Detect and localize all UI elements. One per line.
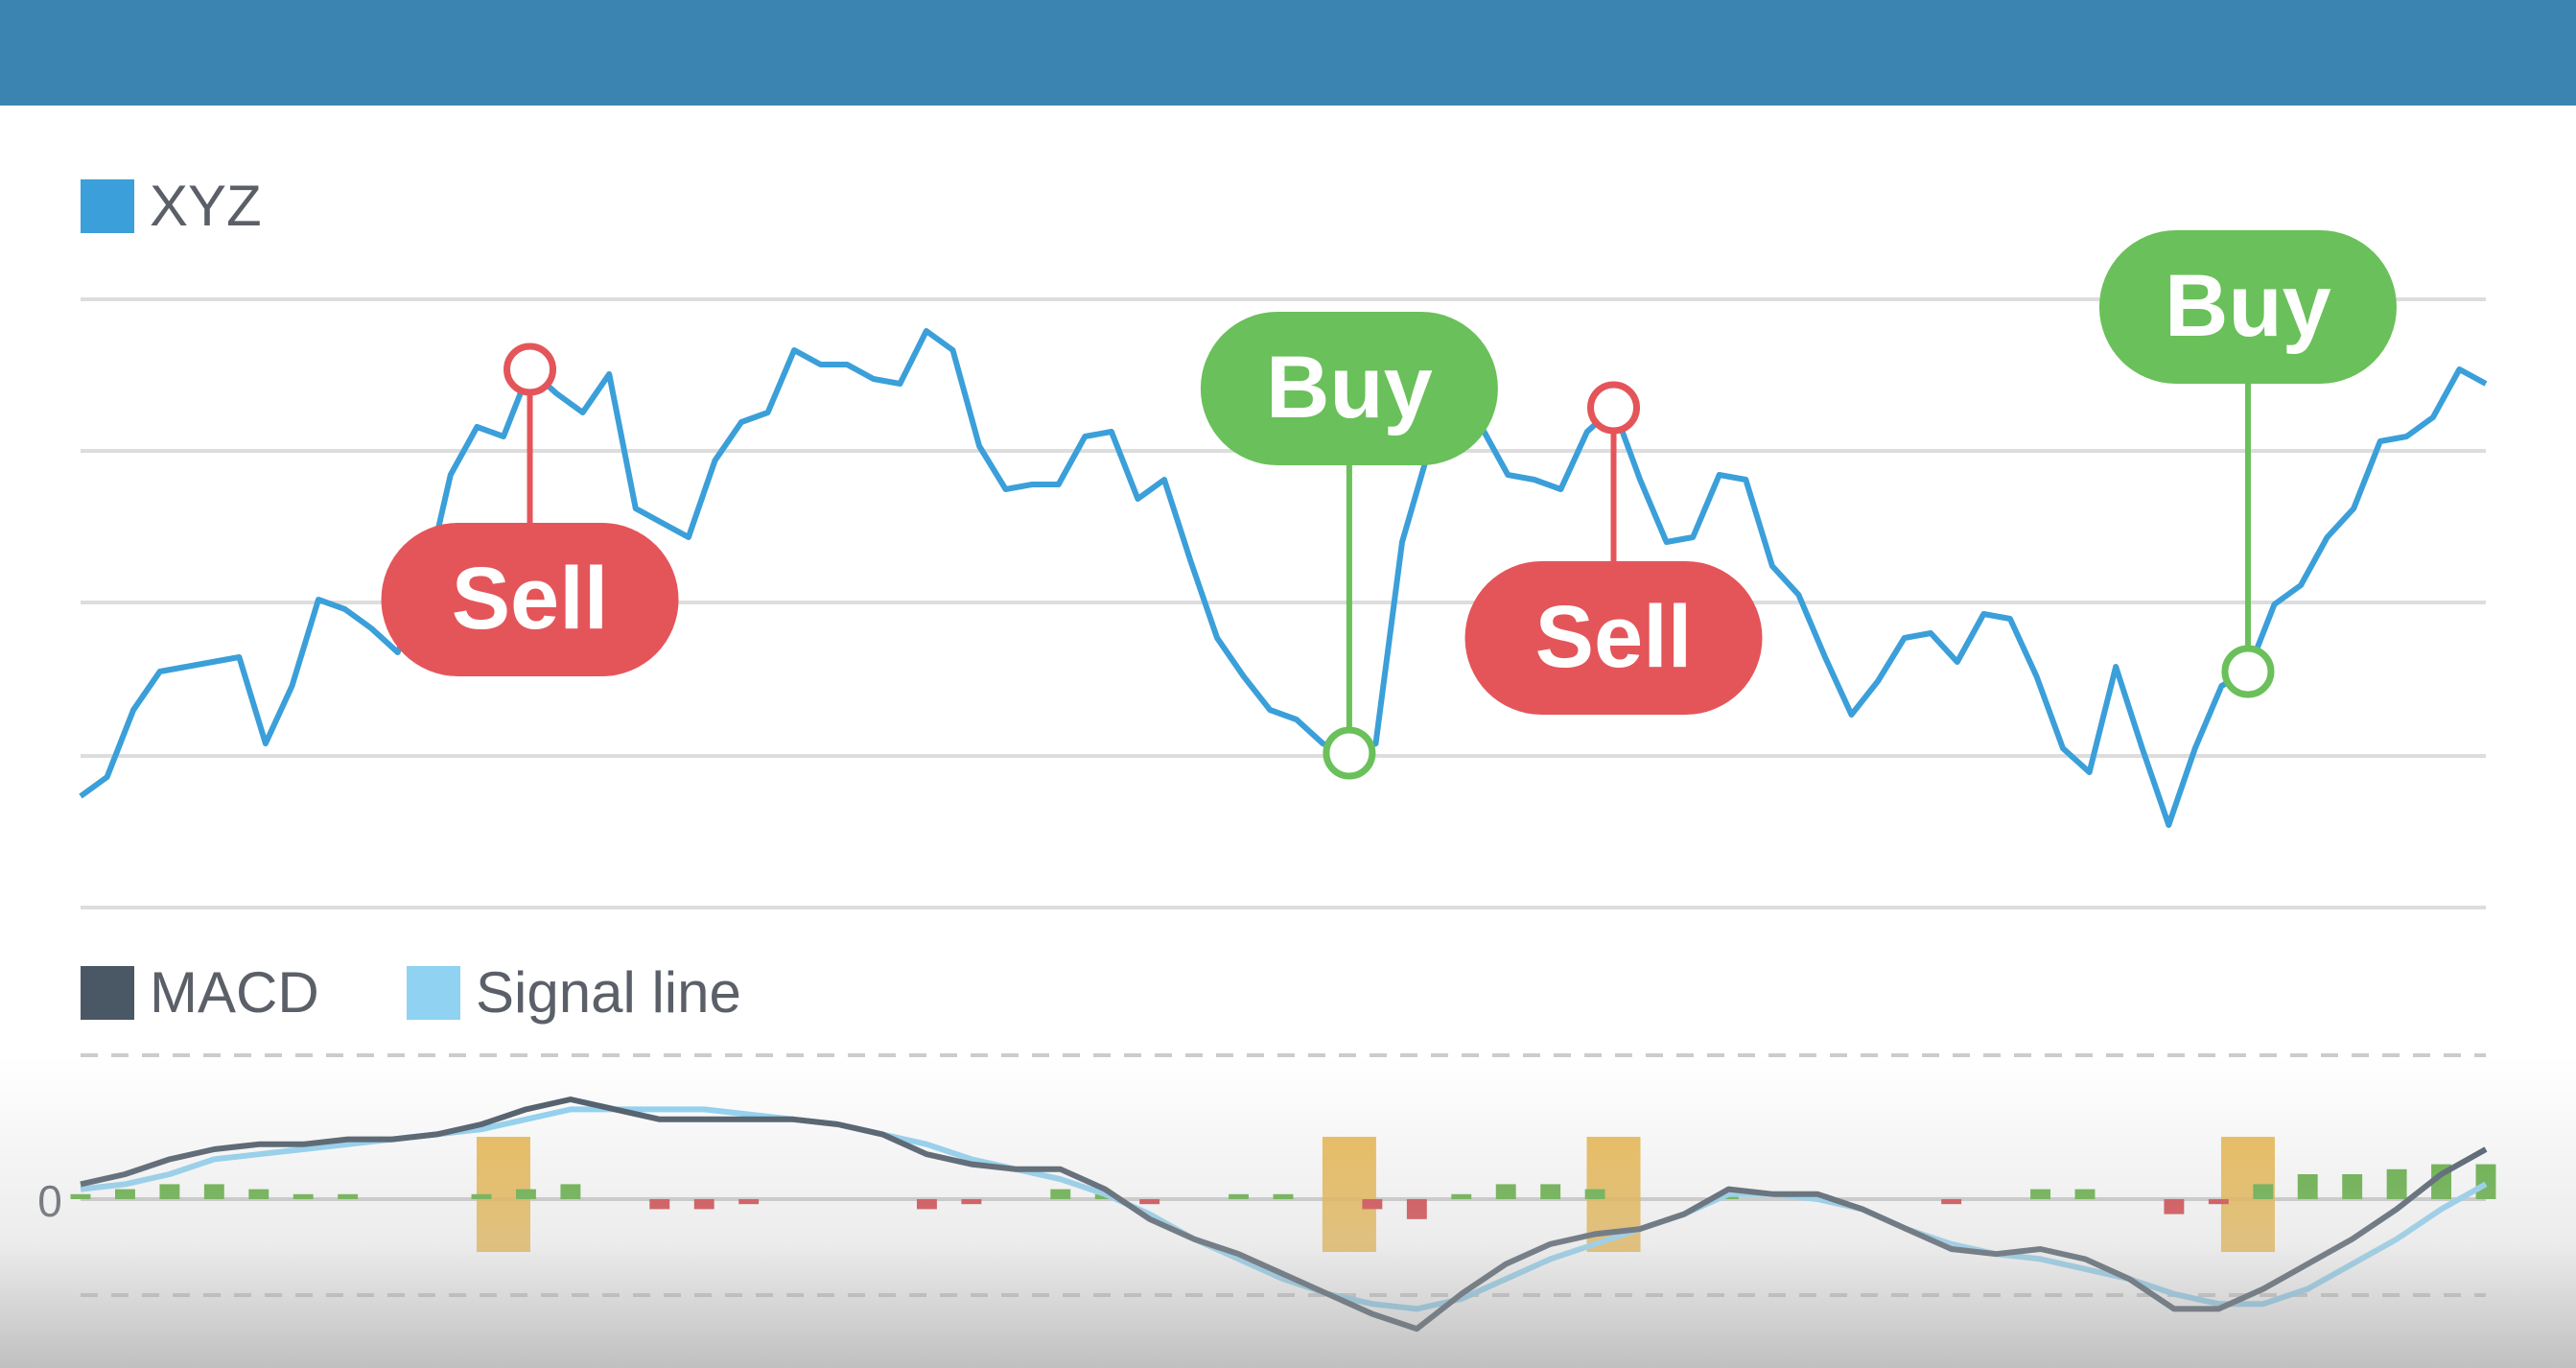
histogram-bar [738, 1199, 760, 1205]
histogram-bar [1362, 1199, 1383, 1210]
histogram-bar [916, 1199, 937, 1210]
histogram-bar [1273, 1193, 1294, 1199]
buy-label-text: Buy [2165, 257, 2331, 355]
macd-legend-label: MACD [150, 960, 319, 1025]
histogram-bar [2253, 1184, 2274, 1199]
sell-label-text: Sell [1535, 588, 1693, 686]
macd-histogram [70, 1164, 2496, 1219]
histogram-bar [649, 1199, 670, 1210]
sell-annotation-0: Sell [381, 342, 679, 676]
histogram-bar [1540, 1184, 1561, 1199]
histogram-bar [293, 1193, 314, 1199]
histogram-bar [1139, 1199, 1160, 1205]
histogram-bar [248, 1189, 269, 1199]
price-legend-label: XYZ [150, 174, 262, 238]
signal-legend-swatch [407, 965, 460, 1020]
header-bar [0, 0, 2576, 106]
macd-legend-swatch [81, 965, 134, 1020]
histogram-bar [2386, 1168, 2407, 1199]
sell-label-bubble [1464, 561, 1763, 715]
histogram-bar [114, 1189, 135, 1199]
histogram-bar [203, 1184, 224, 1199]
histogram-bar [2074, 1189, 2096, 1199]
signal-legend: Signal line [407, 959, 741, 1026]
macd-legend: MACD [81, 959, 319, 1026]
histogram-bar [2208, 1199, 2229, 1205]
crossover-markers [476, 1137, 2275, 1252]
buy-point-marker [1323, 726, 1376, 780]
sell-label-text: Sell [452, 550, 609, 648]
buy-point-marker [2221, 645, 2275, 698]
histogram-bar [1050, 1189, 1071, 1199]
signal-legend-label: Signal line [476, 960, 741, 1025]
histogram-bar [1406, 1199, 1427, 1219]
buy-label-text: Buy [1266, 339, 1433, 436]
histogram-bar [1229, 1193, 1250, 1199]
histogram-bar [338, 1193, 359, 1199]
zero-tick-label: 0 [37, 1176, 62, 1226]
histogram-bar [2342, 1174, 2363, 1199]
histogram-bar [515, 1189, 536, 1199]
histogram-bar [693, 1199, 714, 1210]
buy-label-bubble [2098, 230, 2397, 384]
macd-gridlines [81, 1053, 2486, 1297]
buy-label-bubble [1200, 312, 1498, 465]
sell-point-marker [503, 342, 557, 396]
price-legend: XYZ [81, 173, 262, 239]
histogram-bar [2030, 1189, 2051, 1199]
histogram-bar [961, 1199, 982, 1205]
sell-point-marker [1587, 381, 1641, 435]
histogram-bar [2475, 1164, 2496, 1199]
histogram-bar [1451, 1193, 1472, 1199]
histogram-bar [560, 1184, 581, 1199]
histogram-bar [1495, 1184, 1516, 1199]
signal-annotations: Sell Buy Sell Buy [381, 230, 2397, 780]
price-legend-swatch [81, 178, 134, 233]
histogram-bar [159, 1184, 180, 1199]
histogram-bar [1584, 1189, 1605, 1199]
histogram-bar [70, 1193, 91, 1199]
price-line [79, 328, 2488, 828]
sell-label-bubble [381, 523, 679, 676]
histogram-bar [2297, 1174, 2318, 1199]
crossover-marker-1 [1322, 1137, 1376, 1252]
histogram-bar [471, 1193, 492, 1199]
sell-annotation-2: Sell [1464, 381, 1763, 715]
buy-annotation-3: Buy [2098, 230, 2397, 698]
histogram-bar [1941, 1199, 1962, 1205]
price-series-line [79, 328, 2488, 828]
buy-annotation-1: Buy [1200, 312, 1498, 780]
histogram-bar [2164, 1199, 2185, 1215]
